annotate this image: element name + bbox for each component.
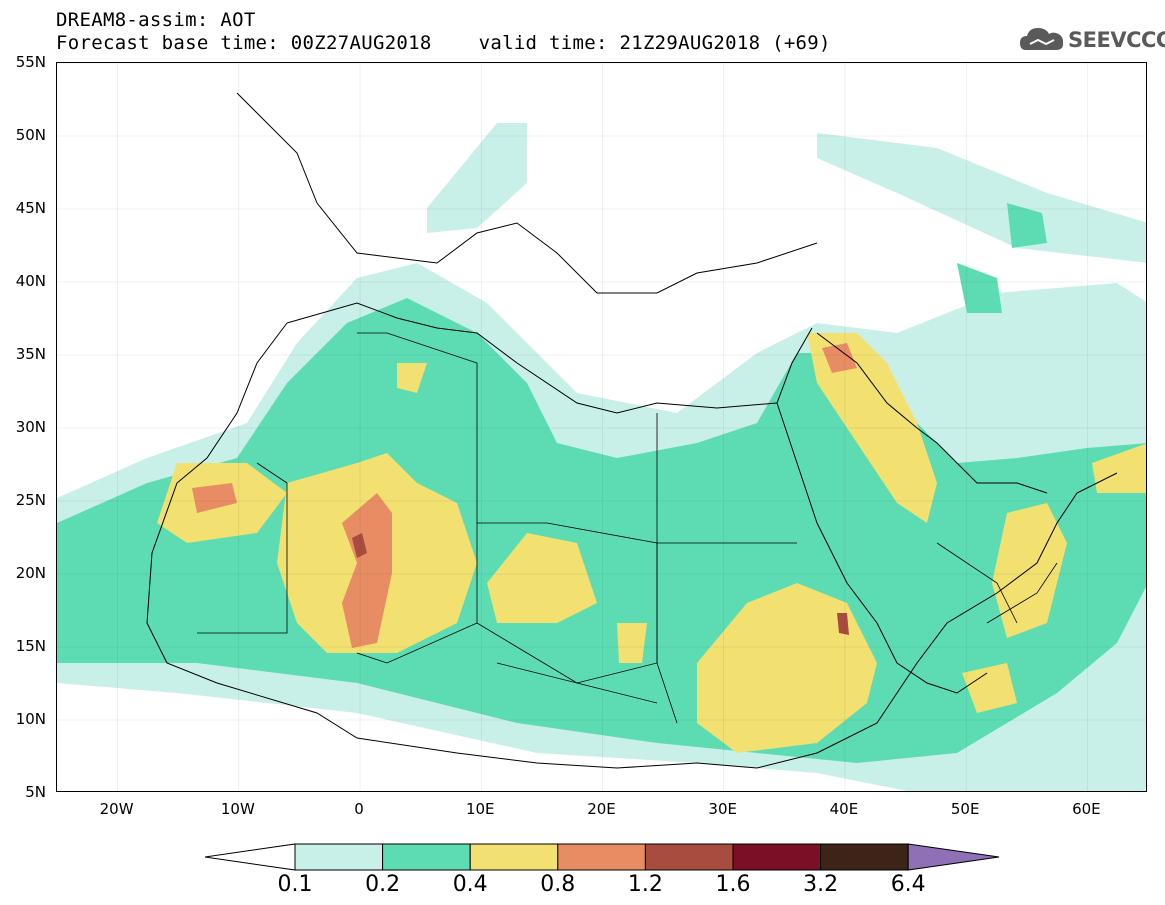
lon-tick-label: 30E	[708, 800, 737, 818]
colorbar-low-arrow	[205, 843, 296, 871]
aot-band-1.2	[192, 343, 857, 648]
colorbar-segment	[382, 843, 471, 871]
aot-band-1.6	[352, 533, 849, 635]
lat-tick-label: 20N	[15, 564, 46, 582]
country-borders	[197, 332, 1058, 724]
colorbar-segment	[644, 843, 734, 871]
colorbar-level-label: 0.1	[277, 872, 313, 897]
aot-map	[56, 62, 1147, 792]
lat-tick-label: 5N	[25, 783, 46, 801]
lon-tick-label: 10E	[465, 800, 495, 818]
colorbar-level-label: 3.2	[803, 872, 839, 897]
lon-tick-label: 20W	[99, 800, 134, 818]
chart-title: DREAM8-assim: AOT	[56, 9, 256, 31]
colorbar-segment	[294, 843, 384, 871]
colorbar-level-label: 1.6	[715, 872, 751, 897]
lon-tick-label: 40E	[829, 800, 859, 818]
lat-tick-label: 25N	[15, 491, 46, 509]
lat-tick-label: 30N	[15, 418, 46, 436]
colorbar-segment	[557, 843, 646, 871]
aot-band-0.8	[157, 333, 1146, 753]
colorbar-segment	[732, 843, 822, 871]
lat-tick-label: 45N	[15, 199, 46, 217]
lat-tick-label: 10N	[15, 710, 46, 728]
lat-tick-label: 15N	[15, 637, 46, 655]
coastlines	[146, 92, 1118, 769]
colorbar-level-label: 0.4	[452, 872, 488, 897]
lat-tick-label: 50N	[15, 126, 46, 144]
colorbar-level-label: 1.2	[627, 872, 663, 897]
colorbar	[205, 843, 1000, 871]
graticule	[57, 63, 1146, 791]
colorbar-segment	[820, 843, 909, 871]
lat-tick-label: 40N	[15, 272, 46, 290]
lon-tick-label: 50E	[950, 800, 980, 818]
chart-subtitle: Forecast base time: 00Z27AUG2018 valid t…	[56, 32, 831, 54]
seevccc-logo: SEEVCCC	[1018, 22, 1165, 58]
lat-tick-label: 55N	[15, 53, 46, 71]
colorbar-level-label: 0.2	[365, 872, 401, 897]
logo-text: SEEVCCC	[1068, 28, 1165, 52]
colorbar-high-arrow	[907, 843, 1000, 871]
colorbar-level-label: 0.8	[540, 872, 576, 897]
lat-tick-label: 35N	[15, 345, 46, 363]
lon-tick-label: 10W	[220, 800, 255, 818]
cloud-icon	[1020, 28, 1064, 50]
lon-tick-label: 0	[354, 800, 364, 818]
map-canvas	[57, 63, 1146, 791]
lon-tick-label: 20E	[587, 800, 616, 818]
colorbar-segment	[469, 843, 559, 871]
lon-tick-label: 60E	[1072, 800, 1101, 818]
colorbar-level-label: 6.4	[890, 872, 926, 897]
